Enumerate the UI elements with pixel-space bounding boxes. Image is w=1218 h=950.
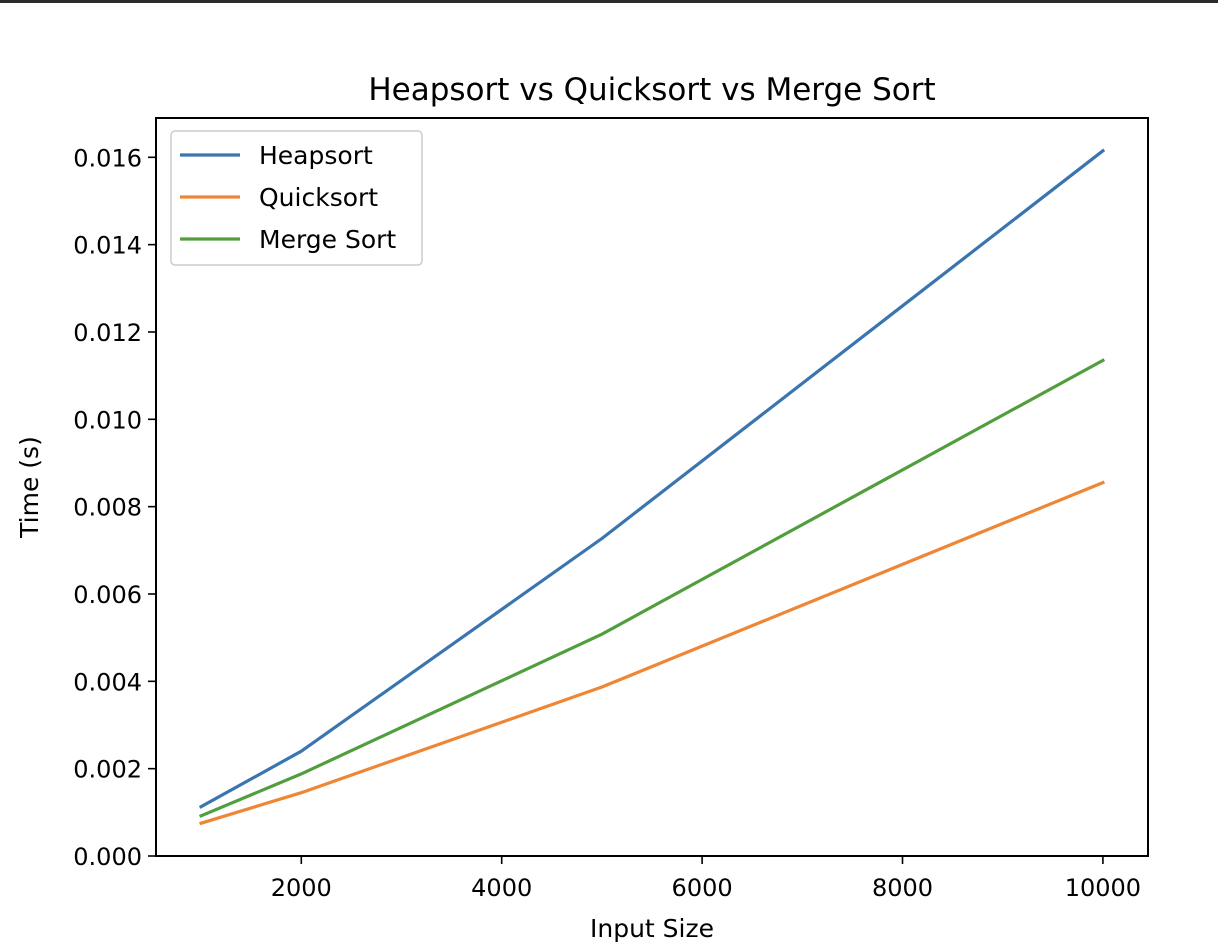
legend: Heapsort Quicksort Merge Sort <box>170 130 423 266</box>
x-tick-label: 6000 <box>672 874 733 902</box>
y-tick-label: 0.006 <box>73 581 142 609</box>
y-tick-label: 0.008 <box>73 494 142 522</box>
y-tick-label: 0.002 <box>73 756 142 784</box>
legend-box <box>170 130 423 266</box>
y-tick-label: 0.000 <box>73 843 142 871</box>
chart-title: Heapsort vs Quicksort vs Merge Sort <box>368 72 935 108</box>
legend-label-quicksort: Quicksort <box>259 183 378 212</box>
y-tick-label: 0.016 <box>73 144 142 172</box>
series-line-merge-sort <box>199 358 1106 818</box>
y-tick-label: 0.012 <box>73 319 142 347</box>
x-tick-label: 8000 <box>872 874 933 902</box>
plot-series-group <box>198 148 1106 826</box>
y-tick-label: 0.004 <box>73 668 142 696</box>
y-axis: 0.000 0.002 0.004 0.006 0.008 0.010 0.012 0.014… <box>73 144 156 871</box>
x-axis: 2000 4000 6000 8000 10000 <box>271 856 1141 902</box>
y-axis-title: Time (s) <box>15 436 44 539</box>
x-tick-label: 10000 <box>1065 874 1141 902</box>
y-tick-label: 0.010 <box>73 406 142 434</box>
plot-area-frame <box>155 117 1149 857</box>
series-line-quicksort <box>199 480 1105 826</box>
y-tick-label: 0.014 <box>73 232 142 260</box>
x-tick-label: 2000 <box>271 874 332 902</box>
legend-label-heapsort: Heapsort <box>259 141 373 170</box>
window-top-border <box>0 0 1218 3</box>
x-axis-title: Input Size <box>590 914 714 943</box>
legend-label-merge-sort: Merge Sort <box>259 225 396 254</box>
series-line-heapsort <box>198 148 1106 809</box>
x-tick-label: 4000 <box>471 874 532 902</box>
